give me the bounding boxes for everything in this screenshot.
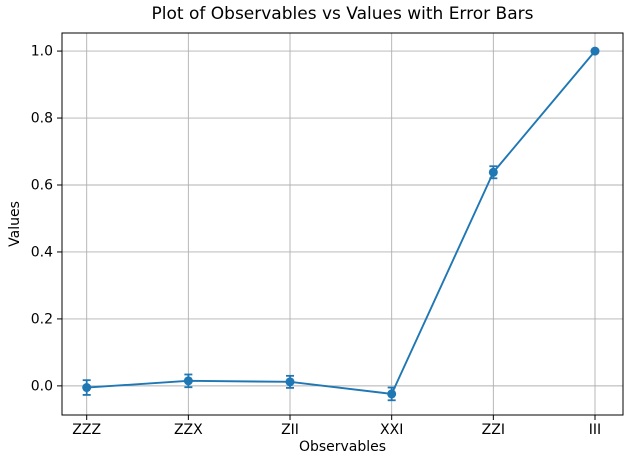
y-tick-label: 0.8 <box>31 111 53 127</box>
x-axis-label: Observables <box>298 439 387 455</box>
data-point-III <box>590 46 600 56</box>
y-tick-label: 0.6 <box>31 177 53 193</box>
x-tick-label-ZZI: ZZI <box>482 422 505 438</box>
x-tick-label-ZZZ: ZZZ <box>72 422 101 438</box>
data-point-ZZZ <box>82 383 92 393</box>
data-point-ZZI <box>488 167 498 177</box>
data-point-XXI <box>387 389 397 399</box>
y-axis-label: Values <box>7 201 23 247</box>
x-tick-label-ZII: ZII <box>281 422 299 438</box>
x-tick-label-ZZX: ZZX <box>174 422 203 438</box>
y-tick-label: 0.2 <box>31 311 53 327</box>
data-point-ZZX <box>183 376 193 386</box>
axes-spines <box>61 32 624 416</box>
y-tick-label: 0.4 <box>31 244 53 260</box>
y-tick-label: 1.0 <box>31 44 53 60</box>
x-tick-label-III: III <box>589 422 601 438</box>
chart-title: Plot of Observables vs Values with Error… <box>151 4 534 24</box>
x-tick-label-XXI: XXI <box>380 422 403 438</box>
data-point-ZII <box>285 377 295 387</box>
data-line <box>86 50 596 395</box>
y-tick-label: 0.0 <box>31 378 53 394</box>
